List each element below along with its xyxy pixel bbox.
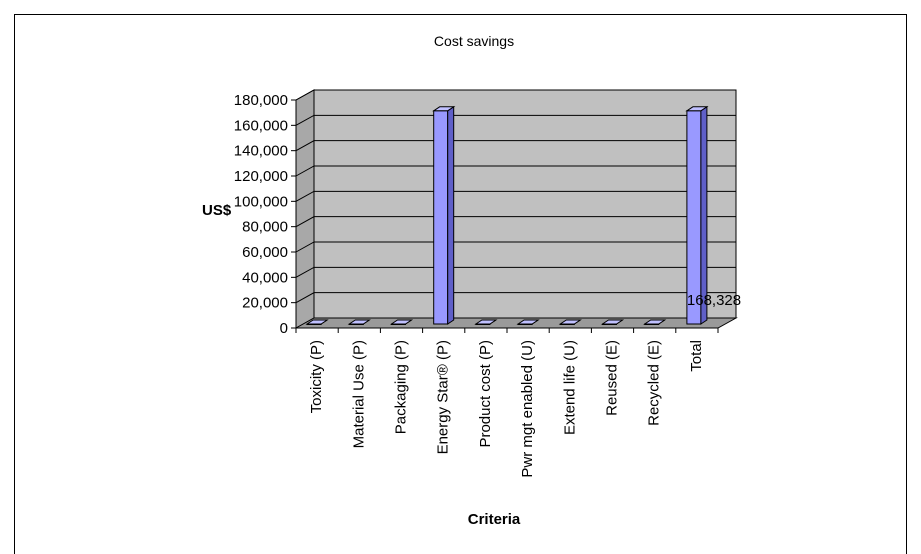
side-wall	[295, 89, 315, 329]
x-tick-label: Extend life (U)	[561, 340, 578, 435]
gridline	[295, 266, 736, 278]
bar	[643, 319, 667, 325]
bar-series	[305, 105, 709, 325]
bar	[600, 319, 625, 325]
bar	[432, 105, 456, 325]
x-tick-label: Recycled (E)	[646, 340, 663, 426]
data-label: 168,328	[687, 292, 741, 309]
bar	[474, 319, 498, 325]
x-tick-label: Toxicity (P)	[308, 340, 325, 413]
y-tick-label: 80,000	[242, 219, 288, 236]
gridline	[295, 216, 736, 228]
bar	[347, 319, 371, 325]
y-tick-label: 40,000	[242, 269, 288, 286]
x-tick-label: Pwr mgt enabled (U)	[519, 340, 536, 478]
bar	[516, 319, 540, 325]
gridline	[295, 89, 736, 101]
gridline	[295, 114, 736, 126]
x-tick-label: Energy Star® (P)	[435, 340, 452, 454]
gridline	[295, 292, 736, 304]
y-tick-label: 0	[280, 320, 288, 337]
x-tick-label: Product cost (P)	[477, 340, 494, 448]
x-axis-ticks: Toxicity (P) Material Use (P) Packaging (P…	[295, 328, 719, 478]
x-tick-label: Material Use (P)	[350, 340, 367, 448]
y-tick-label: 160,000	[234, 117, 288, 134]
back-wall	[313, 89, 737, 319]
y-tick-label: 60,000	[242, 244, 288, 261]
chart-title: Cost savings	[434, 33, 514, 49]
gridline	[295, 190, 736, 202]
x-tick-label: Total	[688, 340, 705, 372]
data-labels: 168,328	[687, 292, 741, 309]
x-axis-title: Criteria	[468, 511, 521, 528]
bar	[558, 319, 582, 325]
y-axis-ticks: 0 20,000 40,000 60,000 80,000 100,000 120,000 1…	[234, 92, 296, 337]
y-axis-title: US$	[202, 202, 232, 219]
gridline	[295, 140, 736, 152]
bar	[389, 319, 414, 325]
bar	[305, 319, 329, 325]
y-tick-label: 120,000	[234, 168, 288, 185]
y-tick-label: 20,000	[242, 295, 288, 312]
y-tick-label: 180,000	[234, 92, 288, 109]
y-tick-label: 140,000	[234, 143, 288, 160]
bar	[685, 105, 709, 325]
x-tick-label: Packaging (P)	[393, 340, 410, 434]
gridline	[295, 241, 736, 253]
gridline	[295, 165, 736, 177]
y-tick-label: 100,000	[234, 193, 288, 210]
x-tick-label: Reused (E)	[604, 340, 621, 416]
plot-area	[294, 89, 738, 329]
